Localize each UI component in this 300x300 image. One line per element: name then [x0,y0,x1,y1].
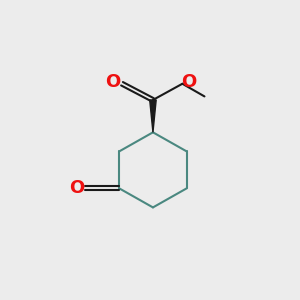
Polygon shape [150,100,156,132]
Text: O: O [105,73,120,91]
Text: O: O [181,73,196,91]
Text: O: O [69,179,85,197]
